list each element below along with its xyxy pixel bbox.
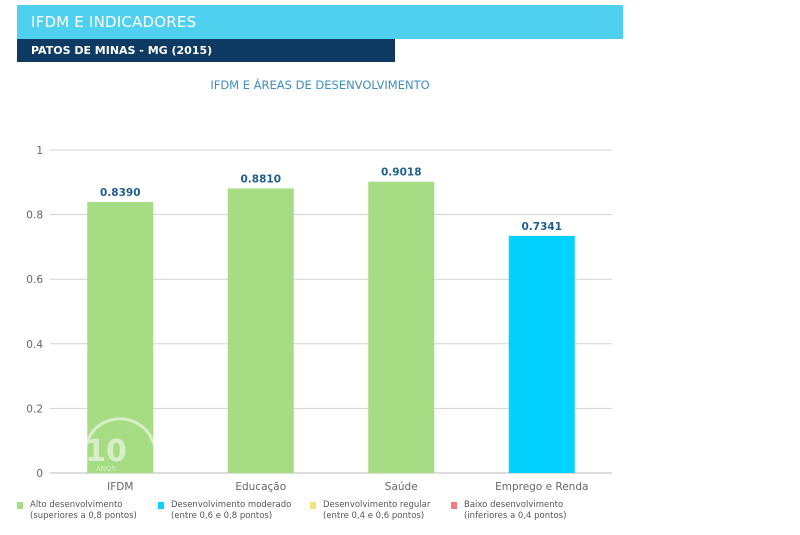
y-tick-label: 0.6 <box>26 274 43 286</box>
value-label: 0.8390 <box>100 187 141 199</box>
legend-swatch-regular <box>310 502 316 509</box>
y-tick-label: 1 <box>36 145 43 157</box>
x-tick-label: Emprego e Renda <box>495 481 588 493</box>
legend-range-regular: (entre 0,4 e 0,6 pontos) <box>323 511 425 521</box>
bars <box>87 181 575 474</box>
x-axis-labels: IFDM Educação Saúde Emprego e Renda <box>107 481 588 493</box>
y-tick-label: 0 <box>36 468 43 480</box>
legend-range-baixo: (inferiores a 0,4 pontos) <box>464 511 567 521</box>
value-label: 0.7341 <box>521 221 562 233</box>
legend-label-moderado: Desenvolvimento moderado <box>171 500 292 510</box>
subheader-title: PATOS DE MINAS - MG (2015) <box>31 44 213 57</box>
legend-range-alto: (superiores a 0,8 pontos) <box>30 511 137 521</box>
legend-label-alto: Alto desenvolvimento <box>30 500 123 510</box>
ten-years-seal-icon: 10 ANOS <box>83 417 156 473</box>
x-tick-label: Saúde <box>385 481 418 493</box>
value-label: 0.8810 <box>240 173 281 185</box>
y-tick-label: 0.4 <box>26 339 43 351</box>
legend-label-regular: Desenvolvimento regular <box>323 500 431 510</box>
header-bar: IFDM E INDICADORES <box>17 5 623 39</box>
y-tick-label: 0.8 <box>26 210 43 222</box>
y-axis-ticks: 0 0.2 0.4 0.6 0.8 1 <box>26 145 43 480</box>
bar-chart: IFDM E ÁREAS DE DESENVOLVIMENTO 00.20.40… <box>26 77 612 493</box>
legend-swatch-alto <box>17 502 23 509</box>
chart-title: IFDM E ÁREAS DE DESENVOLVIMENTO <box>210 77 429 92</box>
legend-swatch-baixo <box>451 502 457 509</box>
seal-number: 10 <box>85 434 127 469</box>
x-tick-label: Educação <box>235 481 286 493</box>
legend-range-moderado: (entre 0,6 e 0,8 pontos) <box>171 511 273 521</box>
header-title: IFDM E INDICADORES <box>31 13 197 31</box>
y-tick-label: 0.2 <box>26 403 43 415</box>
value-label: 0.9018 <box>381 167 422 179</box>
seal-word: ANOS <box>96 465 117 473</box>
bar <box>508 235 575 473</box>
legend: Alto desenvolvimento (superiores a 0,8 p… <box>17 500 617 530</box>
subheader-bar: PATOS DE MINAS - MG (2015) <box>17 39 395 62</box>
x-tick-label: IFDM <box>107 481 133 493</box>
bar <box>368 181 435 473</box>
legend-label-baixo: Baixo desenvolvimento <box>464 500 564 510</box>
value-labels: 0.8390 0.8810 0.9018 0.7341 <box>100 167 562 233</box>
legend-swatch-moderado <box>158 502 164 509</box>
bar <box>227 188 294 473</box>
